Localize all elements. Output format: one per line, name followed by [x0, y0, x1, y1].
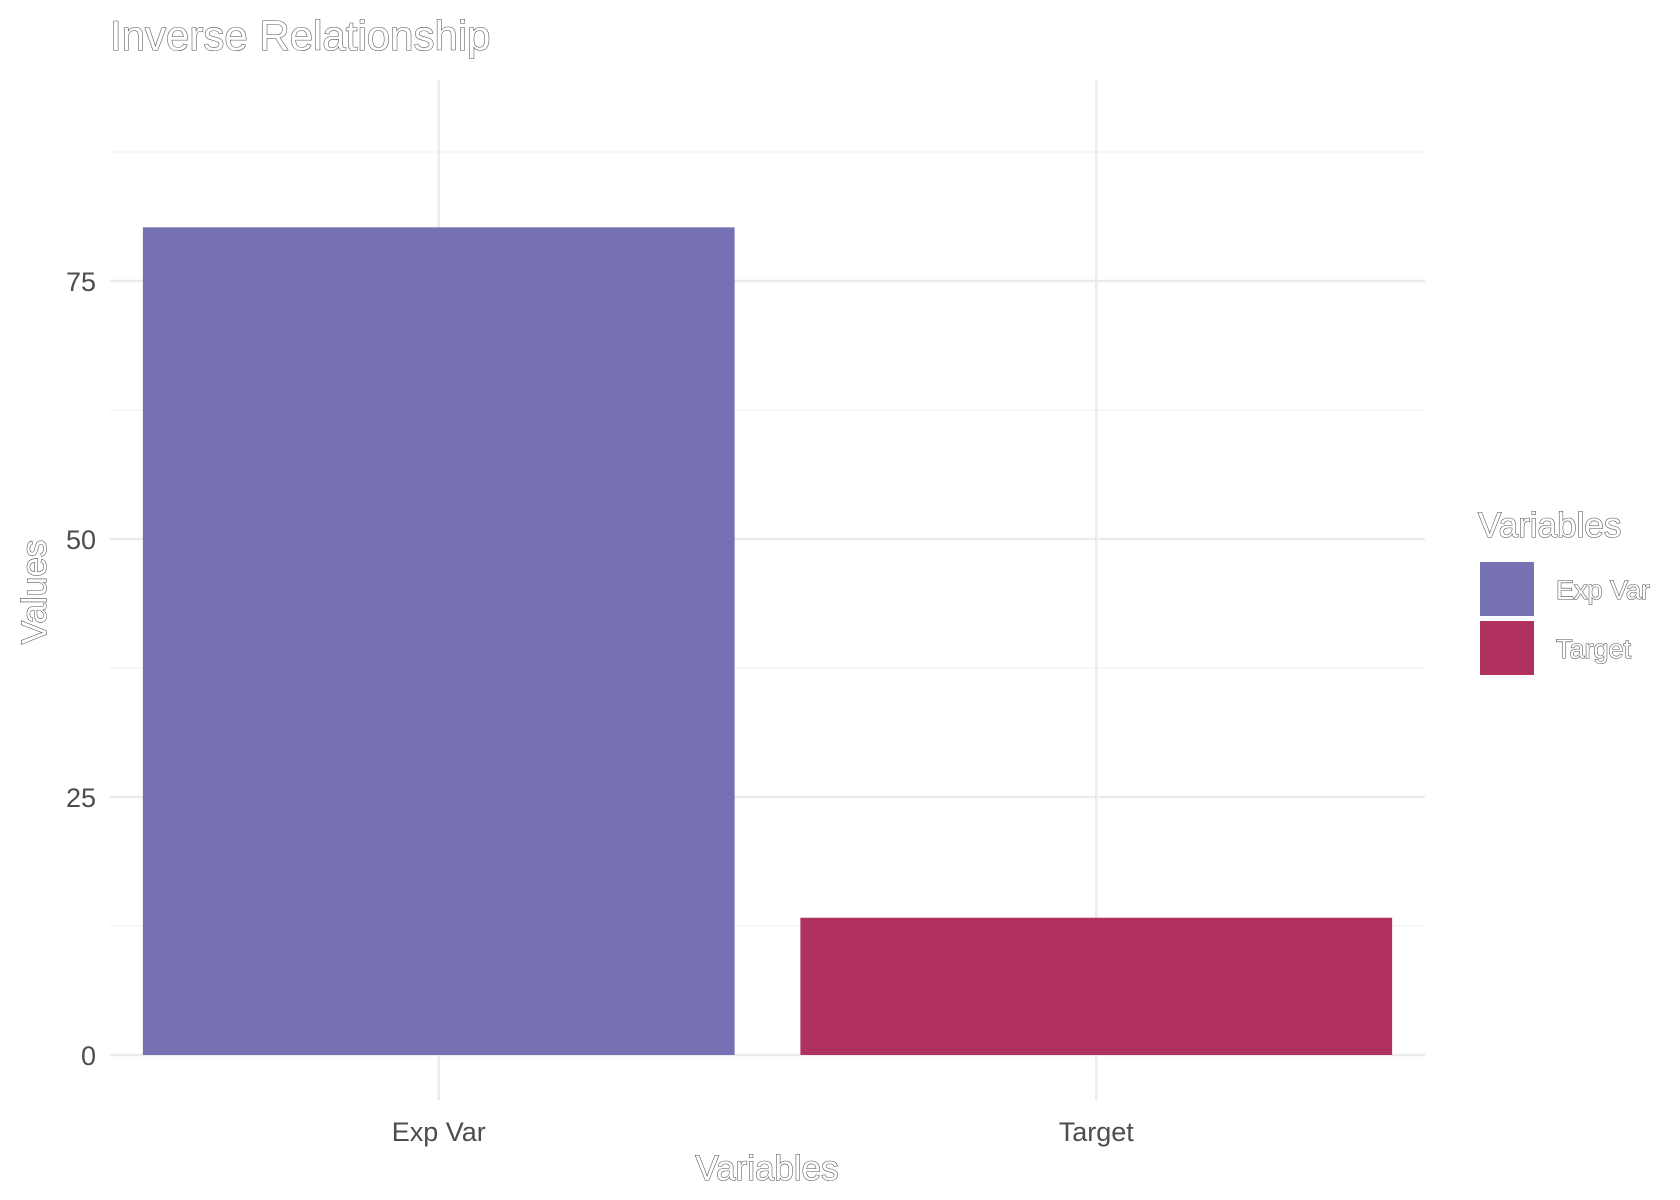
plot-area: [110, 80, 1425, 1100]
x-tick-label: Target: [1059, 1117, 1135, 1147]
legend: Variables Exp Var Target: [1477, 505, 1651, 675]
bar: [142, 227, 735, 1055]
y-tick-label: 75: [66, 267, 96, 297]
legend-swatch: [1480, 621, 1534, 675]
x-tick-label: Exp Var: [392, 1117, 486, 1147]
y-axis-ticks: 0 25 50 75: [66, 267, 96, 1071]
y-tick-label: 0: [81, 1041, 96, 1071]
y-tick-label: 25: [66, 783, 96, 813]
legend-items: Exp Var Target: [1480, 562, 1651, 675]
legend-label: Target: [1556, 634, 1632, 664]
legend-swatch: [1480, 562, 1534, 616]
x-axis-label: Variables: [695, 1149, 838, 1188]
y-axis-label: Values: [15, 540, 54, 644]
y-tick-label: 50: [66, 525, 96, 555]
x-axis-ticks: Exp Var Target: [392, 1117, 1135, 1147]
bar: [800, 917, 1393, 1055]
legend-label: Exp Var: [1556, 575, 1650, 605]
bars: [142, 227, 1393, 1055]
chart-title: Inverse Relationship: [110, 12, 491, 59]
legend-title: Variables: [1478, 506, 1621, 545]
